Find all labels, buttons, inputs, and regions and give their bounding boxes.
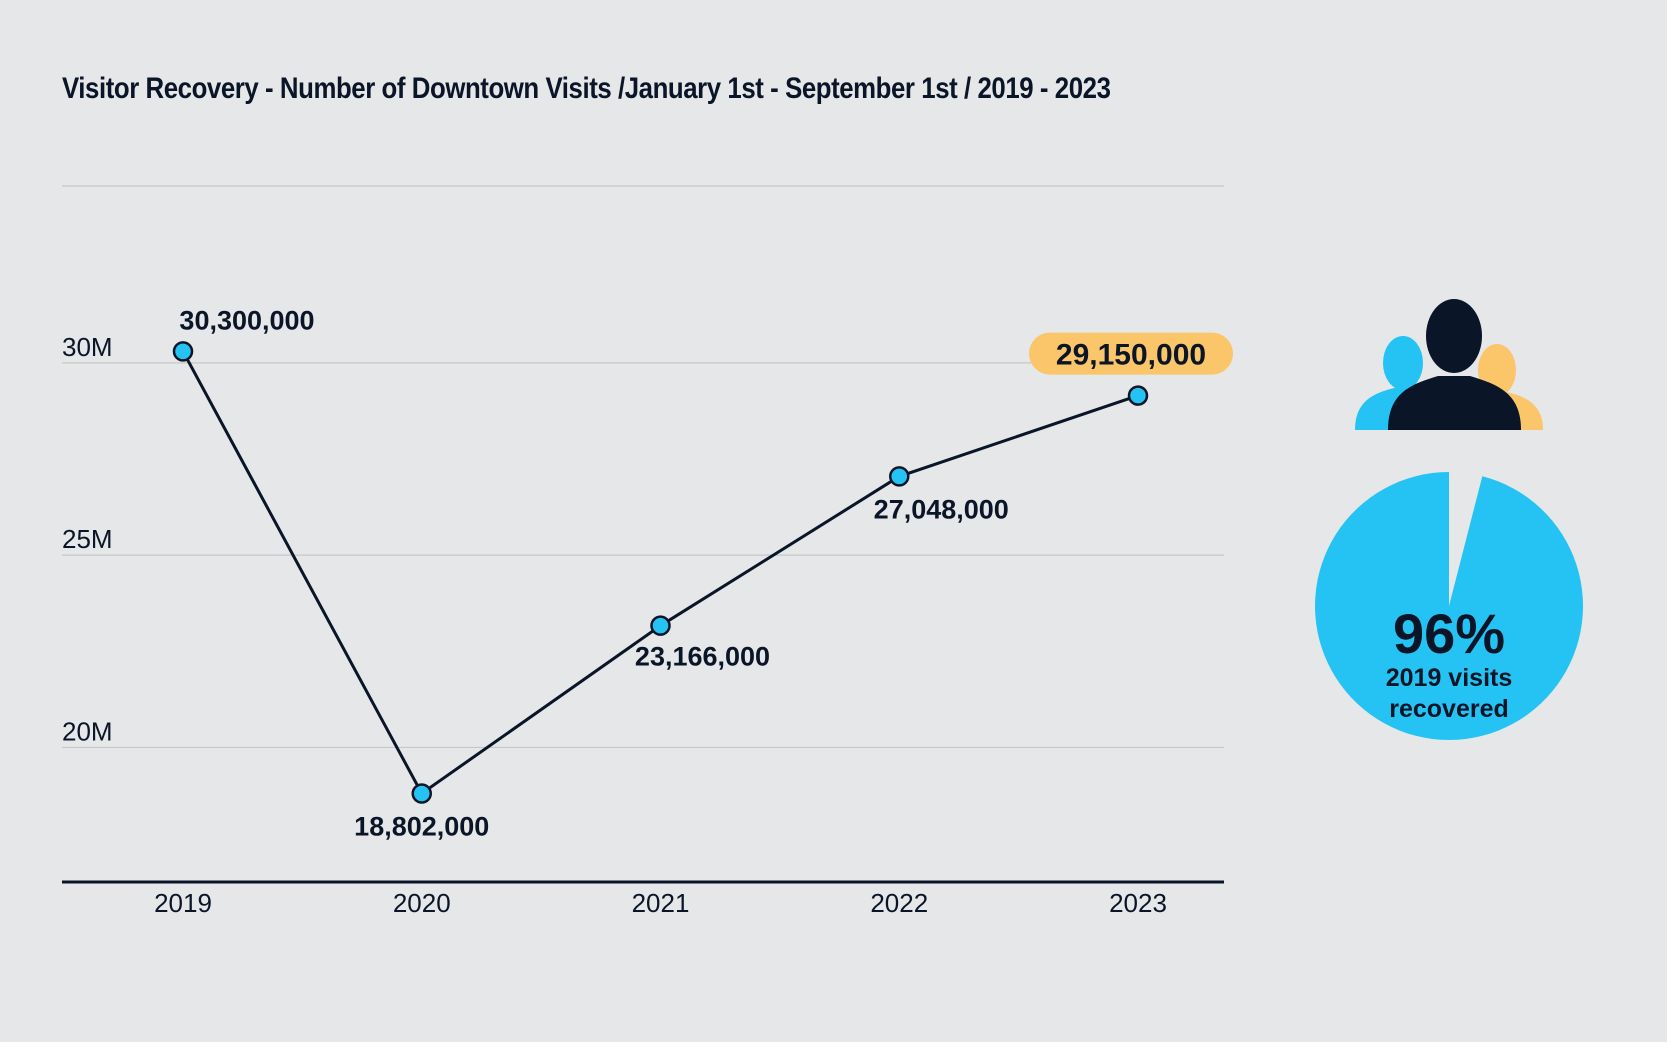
grid-lines (62, 185, 1224, 749)
data-label: 30,300,000 (179, 305, 314, 335)
series-line (181, 350, 1139, 796)
x-axis-ticks: 2019 2020 2021 2022 2023 (154, 888, 1167, 918)
data-point (411, 783, 432, 804)
chart-title: Visitor Recovery - Number of Downtown Vi… (62, 72, 1111, 105)
data-labels: 30,300,000 18,802,000 23,166,000 27,048,000… (179, 305, 1233, 841)
x-tick-label: 2022 (870, 888, 928, 918)
data-points (172, 341, 1149, 804)
y-tick-label: 30M (62, 332, 113, 362)
data-label: 27,048,000 (874, 494, 1009, 524)
people-group-icon (1355, 299, 1543, 430)
data-label: 29,150,000 (1056, 339, 1206, 372)
recovery-pie: 96% 2019 visits recovered (1315, 472, 1584, 740)
data-point (889, 466, 910, 487)
data-label: 18,802,000 (354, 811, 489, 841)
y-axis-ticks: 20M 25M 30M (62, 332, 113, 747)
y-tick-label: 25M (62, 524, 113, 554)
recovery-caption-line1: 2019 visits (1386, 664, 1513, 692)
data-point (172, 341, 194, 362)
pie-recovered-slice (1315, 472, 1584, 740)
data-point (1127, 385, 1149, 406)
data-label: 23,166,000 (635, 642, 770, 672)
x-tick-label: 2020 (393, 888, 451, 918)
highlight-label-pill (1029, 332, 1233, 375)
data-point (650, 615, 671, 636)
recovery-caption-line2: recovered (1389, 695, 1509, 723)
y-tick-label: 20M (62, 716, 113, 746)
x-tick-label: 2023 (1109, 888, 1167, 918)
x-tick-label: 2019 (154, 888, 212, 918)
x-tick-label: 2021 (632, 888, 690, 918)
recovery-percent: 96% (1393, 602, 1505, 665)
person-front-icon (1388, 299, 1521, 430)
